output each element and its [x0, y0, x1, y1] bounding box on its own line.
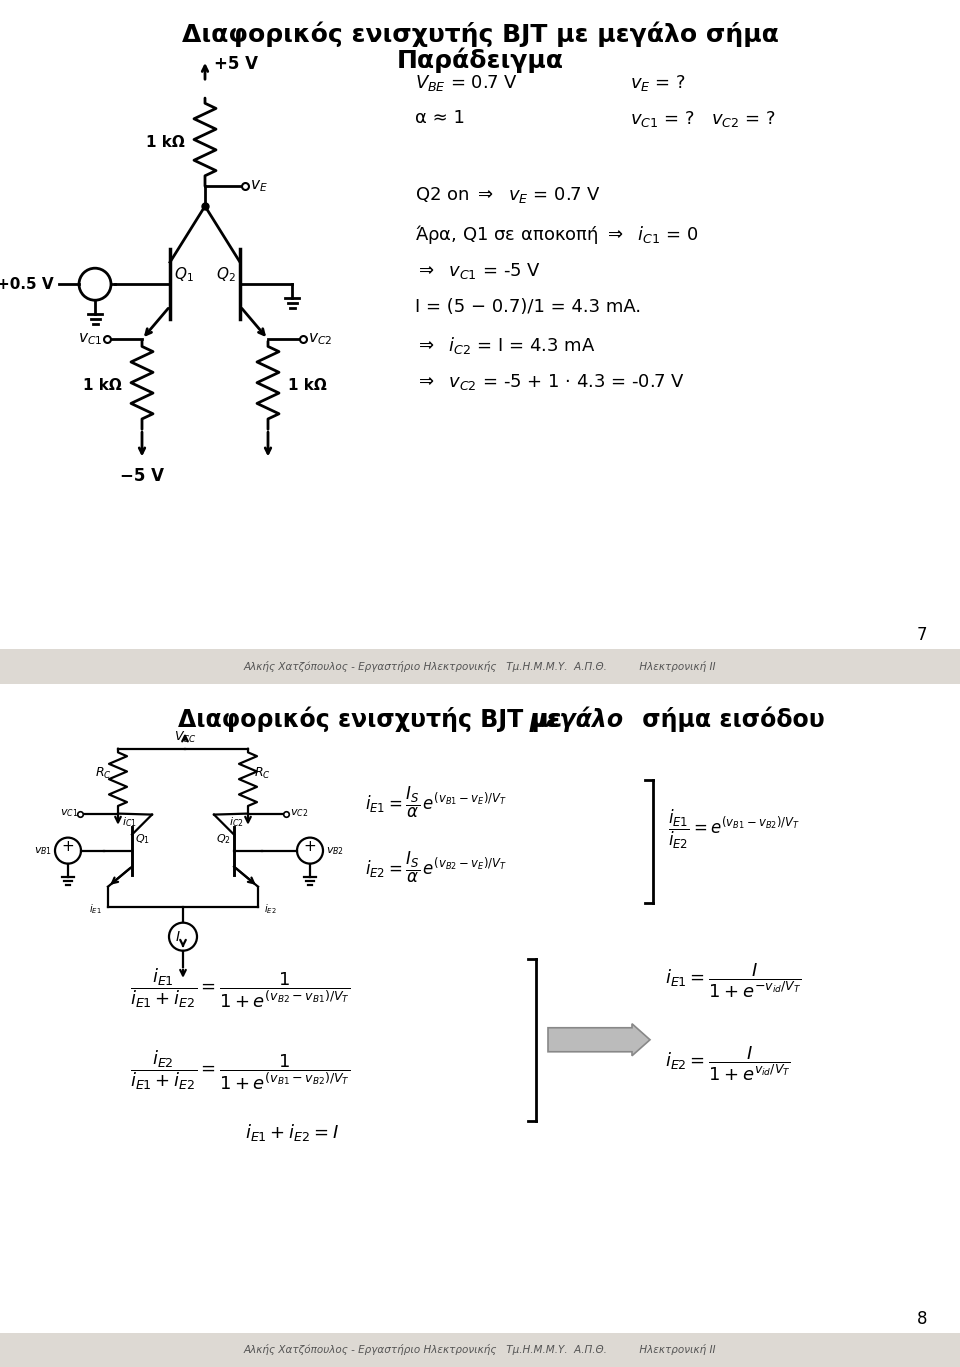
Text: +: +	[303, 839, 317, 854]
Text: Q2 on $\Rightarrow$  $v_E$ = 0.7 V: Q2 on $\Rightarrow$ $v_E$ = 0.7 V	[415, 185, 601, 205]
Text: Διαφορικός ενισχυτής BJT με μεγάλο σήμα: Διαφορικός ενισχυτής BJT με μεγάλο σήμα	[181, 21, 779, 46]
Text: $v_{B1}$: $v_{B1}$	[34, 845, 52, 857]
Text: $v_{B2}$: $v_{B2}$	[326, 845, 344, 857]
Text: $v_E$ = ?: $v_E$ = ?	[630, 72, 685, 93]
Text: $i_{E1}+i_{E2} = I$: $i_{E1}+i_{E2} = I$	[245, 1122, 339, 1143]
Text: $v_{C2}$: $v_{C2}$	[290, 808, 308, 819]
Text: Παράδειγμα: Παράδειγμα	[396, 46, 564, 72]
Text: $\Rightarrow$  $v_{C1}$ = -5 V: $\Rightarrow$ $v_{C1}$ = -5 V	[415, 261, 540, 282]
Text: $\dfrac{i_{E2}}{i_{E1}+i_{E2}} = \dfrac{1}{1+e^{(v_{B1}-v_{B2})/V_T}}$: $\dfrac{i_{E2}}{i_{E1}+i_{E2}} = \dfrac{…	[130, 1048, 350, 1092]
Text: $\dfrac{i_{E1}}{i_{E1}+i_{E2}} = \dfrac{1}{1+e^{(v_{B2}-v_{B1})/V_T}}$: $\dfrac{i_{E1}}{i_{E1}+i_{E2}} = \dfrac{…	[130, 966, 350, 1010]
Text: Αλκής Χατζόπουλος - Εργαστήριο Ηλεκτρονικής   Τμ.Η.Μ.Μ.Υ.  Α.Π.Θ.          Ηλεκτ: Αλκής Χατζόπουλος - Εργαστήριο Ηλεκτρονι…	[244, 1345, 716, 1356]
Text: $i_{E2} = \dfrac{I_S}{\alpha}\, e^{(v_{B2}-v_E)/V_T}$: $i_{E2} = \dfrac{I_S}{\alpha}\, e^{(v_{B…	[365, 850, 507, 884]
Text: $\Rightarrow$  $i_{C2}$ = I = 4.3 mA: $\Rightarrow$ $i_{C2}$ = I = 4.3 mA	[415, 335, 595, 357]
Text: $v_{C1}$: $v_{C1}$	[78, 331, 102, 347]
Text: $i_{C2}$: $i_{C2}$	[229, 816, 244, 830]
Text: +0.5 V: +0.5 V	[0, 276, 54, 291]
Text: $R_C$: $R_C$	[95, 766, 112, 781]
Text: $V_{CC}$: $V_{CC}$	[174, 730, 197, 745]
Text: $v_{C1}$: $v_{C1}$	[60, 808, 78, 819]
Text: Αλκής Χατζόπουλος - Εργαστήριο Ηλεκτρονικής   Τμ.Η.Μ.Μ.Υ.  Α.Π.Θ.          Ηλεκτ: Αλκής Χατζόπουλος - Εργαστήριο Ηλεκτρονι…	[244, 662, 716, 673]
Text: $Q_1$: $Q_1$	[174, 265, 194, 283]
Text: $\dfrac{i_{E1}}{i_{E2}} = e^{(v_{B1}-v_{B2})/V_T}$: $\dfrac{i_{E1}}{i_{E2}} = e^{(v_{B1}-v_{…	[668, 808, 801, 852]
Text: $R_C$: $R_C$	[254, 766, 271, 781]
Text: $i_{E2}$: $i_{E2}$	[264, 902, 276, 916]
Text: 1 kΩ: 1 kΩ	[84, 377, 122, 392]
Text: +5 V: +5 V	[214, 55, 258, 72]
Bar	[0, 1333, 960, 1367]
Bar	[0, 649, 960, 684]
Text: $i_{C1}$: $i_{C1}$	[122, 816, 136, 830]
Text: Άρα, Q1 σε αποκοπή $\Rightarrow$  $i_{C1}$ = 0: Άρα, Q1 σε αποκοπή $\Rightarrow$ $i_{C1}…	[415, 223, 698, 246]
Text: $v_E$: $v_E$	[250, 178, 268, 194]
Text: $i_{E1}$: $i_{E1}$	[89, 902, 102, 916]
Text: 7: 7	[917, 626, 927, 644]
Text: μεγάλο: μεγάλο	[530, 707, 624, 731]
Text: $v_{C1}$ = ?   $v_{C2}$ = ?: $v_{C1}$ = ? $v_{C2}$ = ?	[630, 109, 776, 128]
Text: −5 V: −5 V	[120, 468, 164, 485]
Text: $i_{E2} = \dfrac{I}{1+e^{v_{id}/V_T}}$: $i_{E2} = \dfrac{I}{1+e^{v_{id}/V_T}}$	[665, 1044, 791, 1083]
FancyArrow shape	[548, 1024, 650, 1055]
Text: $i_{E1} = \dfrac{I_S}{\alpha}\, e^{(v_{B1}-v_E)/V_T}$: $i_{E1} = \dfrac{I_S}{\alpha}\, e^{(v_{B…	[365, 785, 507, 820]
Text: +: +	[61, 839, 74, 854]
Text: $Q_2$: $Q_2$	[216, 833, 231, 846]
Text: σήμα εισόδου: σήμα εισόδου	[634, 707, 825, 731]
Text: $v_{C2}$: $v_{C2}$	[308, 331, 332, 347]
Text: $\Rightarrow$  $v_{C2}$ = -5 + 1 $\cdot$ 4.3 = -0.7 V: $\Rightarrow$ $v_{C2}$ = -5 + 1 $\cdot$ …	[415, 372, 684, 392]
Text: Διαφορικός ενισχυτής BJT με: Διαφορικός ενισχυτής BJT με	[178, 707, 570, 731]
Text: $V_{BE}$ = 0.7 V: $V_{BE}$ = 0.7 V	[415, 72, 518, 93]
Text: 1 kΩ: 1 kΩ	[146, 134, 185, 149]
Text: I = (5 − 0.7)/1 = 4.3 mA.: I = (5 − 0.7)/1 = 4.3 mA.	[415, 298, 641, 316]
Text: α ≈ 1: α ≈ 1	[415, 109, 465, 127]
Text: $Q_2$: $Q_2$	[216, 265, 236, 283]
Text: I: I	[176, 930, 180, 943]
Text: 8: 8	[917, 1310, 927, 1327]
Text: $i_{E1} = \dfrac{I}{1+e^{-v_{id}/V_T}}$: $i_{E1} = \dfrac{I}{1+e^{-v_{id}/V_T}}$	[665, 962, 802, 1001]
Text: 1 kΩ: 1 kΩ	[288, 377, 326, 392]
Text: $Q_1$: $Q_1$	[135, 833, 150, 846]
